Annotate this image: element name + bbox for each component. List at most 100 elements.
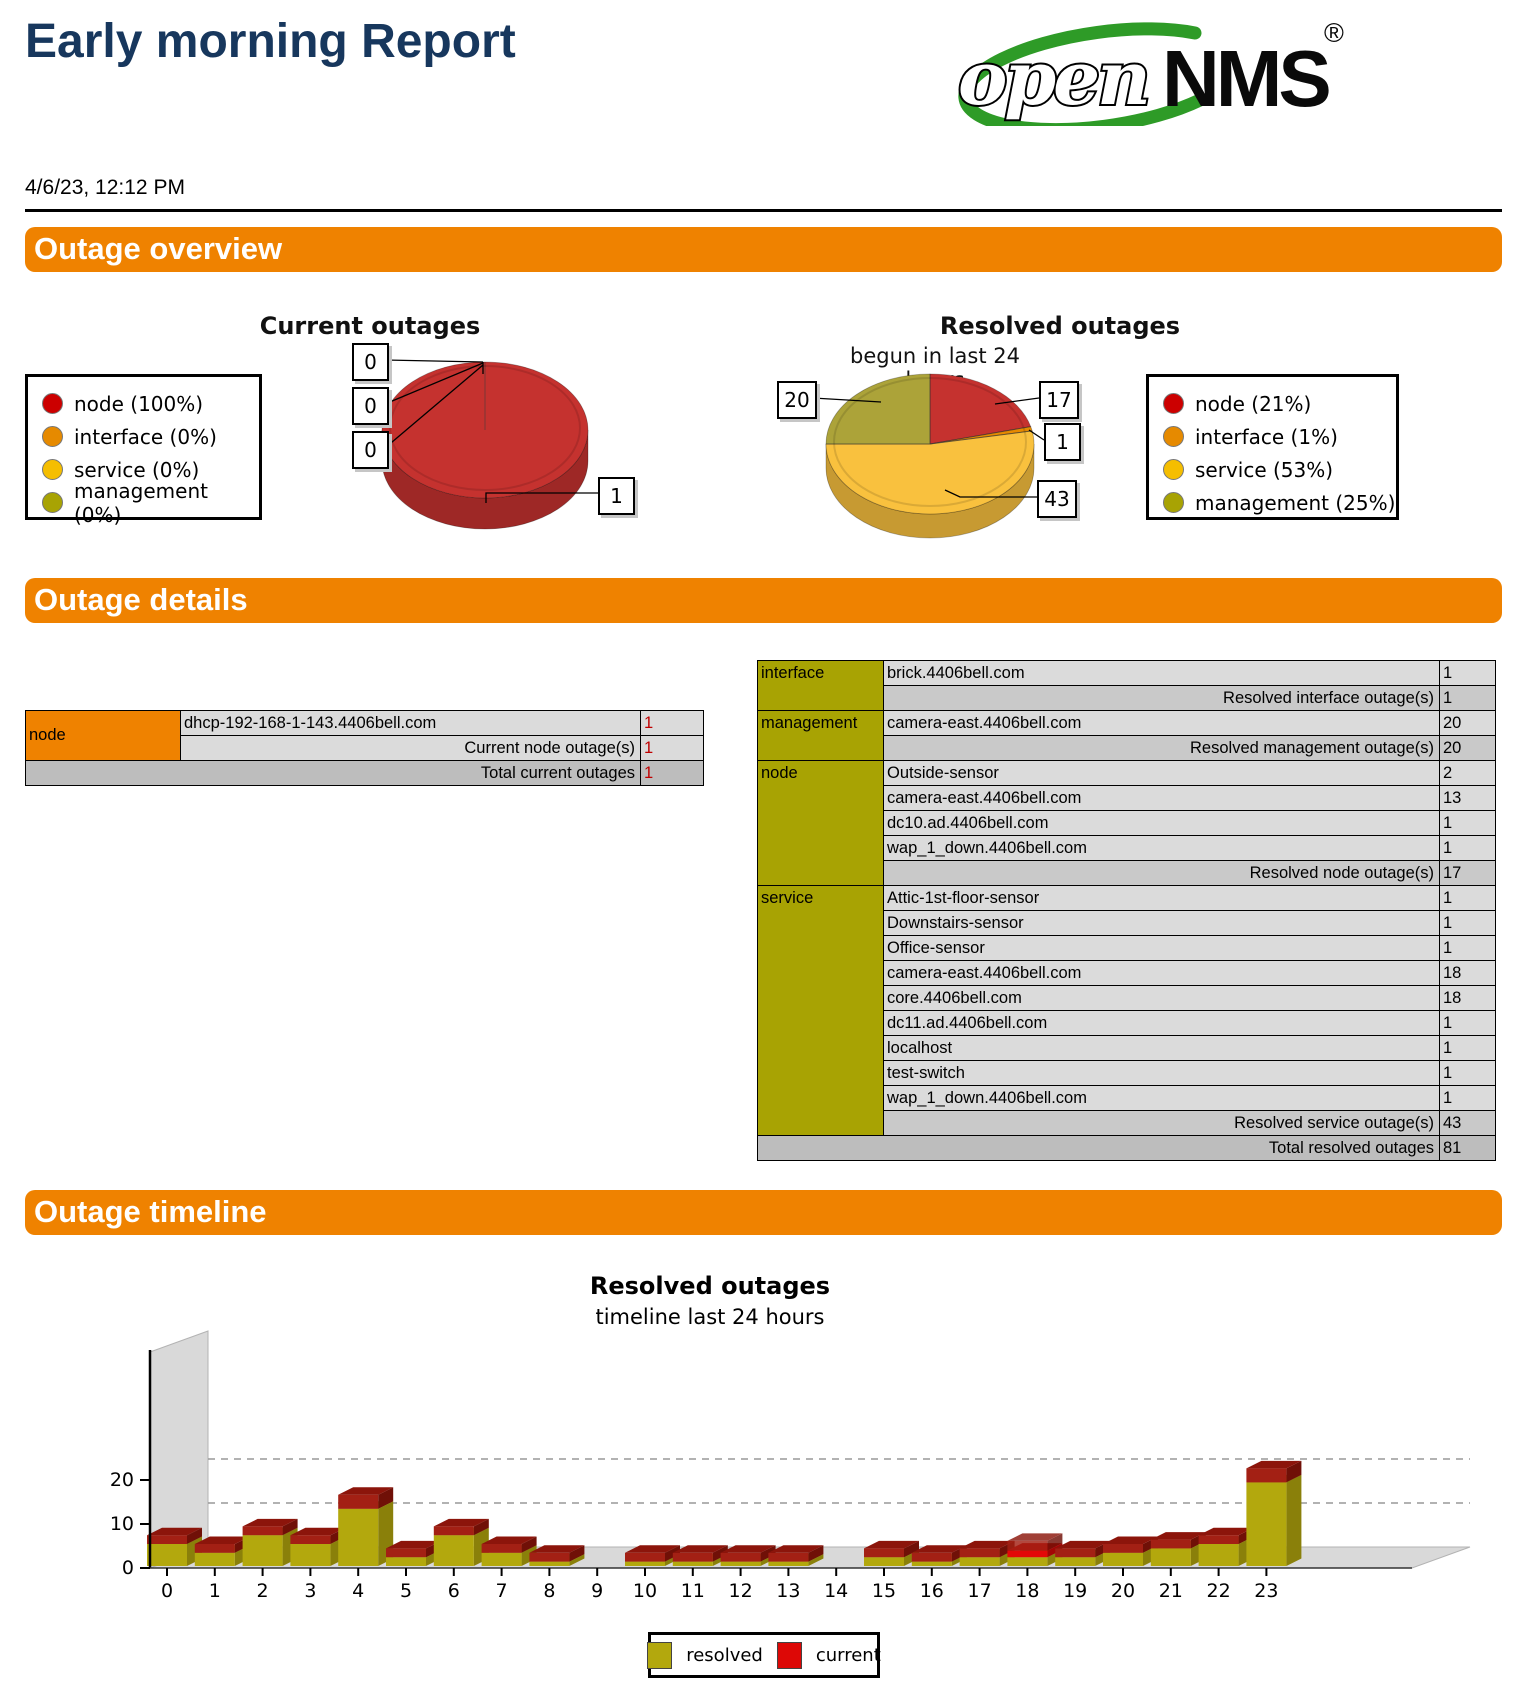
x-tick-label: 1 <box>209 1580 221 1602</box>
current-pie-legend: node (100%) interface (0%) service (0%) man… <box>25 374 262 527</box>
y-tick-label: 10 <box>110 1513 134 1535</box>
table-row: Resolved node outage(s) 17 <box>758 860 1496 886</box>
legend-label: management (0%) <box>74 478 208 527</box>
section-header-outage-timeline: Outage timeline <box>25 1190 1502 1235</box>
subtotal-value-cell: 17 <box>1439 860 1496 886</box>
outage-host-cell: wap_1_down.4406bell.com <box>883 1085 1440 1111</box>
outage-host-cell: Downstairs-sensor <box>883 910 1440 936</box>
category-cell: management <box>757 710 884 761</box>
outage-count-cell: 1 <box>640 710 704 736</box>
outage-count-cell: 1 <box>1439 660 1496 686</box>
category-cell: node <box>25 710 181 761</box>
logo-open-text: open <box>958 36 1148 122</box>
x-tick-label: 10 <box>633 1580 657 1602</box>
callout-resolved-node: 17 <box>1039 381 1079 419</box>
service-swatch-icon <box>1163 459 1184 480</box>
table-row: test-switch 1 <box>758 1060 1496 1086</box>
x-tick-label: 13 <box>776 1580 800 1602</box>
outage-count-cell: 13 <box>1439 785 1496 811</box>
outage-count-cell: 1 <box>1439 810 1496 836</box>
pie-slice-node <box>929 373 1032 445</box>
y-tick-label: 20 <box>110 1469 134 1491</box>
callout-current-node: 1 <box>598 477 635 515</box>
outage-host-cell: Outside-sensor <box>883 760 1440 786</box>
resolved-swatch-icon <box>647 1641 673 1669</box>
outage-count-cell: 1 <box>1439 1085 1496 1111</box>
outage-count-cell: 20 <box>1439 710 1496 736</box>
legend-label: service (53%) <box>1195 457 1334 482</box>
x-tick-label: 16 <box>920 1580 944 1602</box>
outage-count-cell: 1 <box>1439 1035 1496 1061</box>
table-row: dc10.ad.4406bell.com 1 <box>758 810 1496 836</box>
service-swatch-icon <box>42 459 63 480</box>
timeline-subtitle: timeline last 24 hours <box>595 1305 825 1329</box>
outage-host-cell: camera-east.4406bell.com <box>883 960 1440 986</box>
total-label-cell: Total current outages <box>25 760 641 786</box>
callout-resolved-interface: 1 <box>1044 423 1081 461</box>
report-date: 4/6/23, 12:12 PM <box>25 176 185 199</box>
outage-host-cell: dc10.ad.4406bell.com <box>883 810 1440 836</box>
divider <box>25 209 1502 212</box>
legend-label: node (100%) <box>74 391 204 416</box>
resolved-pie-title: Resolved outages <box>939 312 1181 340</box>
table-row: management camera-east.4406bell.com 20 <box>757 710 1496 761</box>
x-tick-label: 6 <box>448 1580 460 1602</box>
x-tick-label: 2 <box>257 1580 269 1602</box>
table-row: wap_1_down.4406bell.com 1 <box>758 1085 1496 1111</box>
table-row: Resolved service outage(s) 43 <box>758 1110 1496 1136</box>
outage-host-cell: localhost <box>883 1035 1440 1061</box>
outage-host-cell: wap_1_down.4406bell.com <box>883 835 1440 861</box>
resolved-outages-table-container: interface brick.4406bell.com 1 Resolved int… <box>757 660 1496 1161</box>
outage-host-cell: dc11.ad.4406bell.com <box>883 1010 1440 1036</box>
x-tick-label: 0 <box>161 1580 173 1602</box>
x-tick-label: 19 <box>1063 1580 1087 1602</box>
bar-hour-4 <box>338 1487 394 1566</box>
legend-item-service: service (0%) <box>42 453 259 486</box>
table-row: Resolved management outage(s) 20 <box>758 735 1496 761</box>
resolved-outages-table: interface brick.4406bell.com 1 Resolved int… <box>757 660 1496 1161</box>
legend-item-node: node (100%) <box>42 387 259 420</box>
x-tick-label: 23 <box>1254 1580 1278 1602</box>
pie-slice-service <box>825 430 1035 515</box>
bar-hour-2 <box>242 1518 298 1566</box>
x-tick-label: 20 <box>1111 1580 1135 1602</box>
subtotal-value-cell: 20 <box>1439 735 1496 761</box>
outage-host-cell: Attic-1st-floor-sensor <box>883 885 1440 911</box>
outage-count-cell: 18 <box>1439 960 1496 986</box>
callout-current-interface: 0 <box>352 343 389 381</box>
x-tick-label: 12 <box>729 1580 753 1602</box>
x-tick-label: 7 <box>496 1580 508 1602</box>
x-tick-label: 3 <box>304 1580 316 1602</box>
legend-item-interface: interface (0%) <box>42 420 259 453</box>
subtotal-label-cell: Resolved management outage(s) <box>883 735 1440 761</box>
table-row: service Attic-1st-floor-sensor 1 <box>757 885 1496 1136</box>
table-row: node dhcp-192-168-1-143.4406bell.com 1 <box>25 710 704 761</box>
x-tick-label: 5 <box>400 1580 412 1602</box>
current-swatch-icon <box>776 1641 802 1669</box>
x-tick-label: 4 <box>352 1580 364 1602</box>
outage-count-cell: 1 <box>1439 910 1496 936</box>
subtotal-label-cell: Current node outage(s) <box>180 735 641 761</box>
x-tick-label: 17 <box>968 1580 992 1602</box>
outage-host-cell: camera-east.4406bell.com <box>883 785 1440 811</box>
legend-item-management: management (0%) <box>42 479 259 527</box>
bar-hour-5 <box>386 1540 441 1566</box>
table-row: dc11.ad.4406bell.com 1 <box>758 1010 1496 1036</box>
outage-host-cell: brick.4406bell.com <box>883 660 1440 686</box>
x-tick-label: 11 <box>681 1580 705 1602</box>
x-tick-label: 18 <box>1015 1580 1039 1602</box>
x-tick-label: 9 <box>591 1580 603 1602</box>
table-row: interface brick.4406bell.com 1 <box>757 660 1496 711</box>
bar-hour-10 <box>625 1545 680 1566</box>
table-row: Current node outage(s) 1 <box>26 735 704 761</box>
legend-label: node (21%) <box>1195 391 1312 416</box>
node-swatch-icon <box>42 393 63 414</box>
total-label-cell: Total resolved outages <box>757 1135 1440 1161</box>
outage-count-cell: 2 <box>1439 760 1496 786</box>
bar-hour-18 <box>1007 1533 1063 1566</box>
bar-hour-23 <box>1246 1460 1302 1566</box>
bar-hour-11 <box>672 1545 728 1566</box>
table-row: Downstairs-sensor 1 <box>758 910 1496 936</box>
